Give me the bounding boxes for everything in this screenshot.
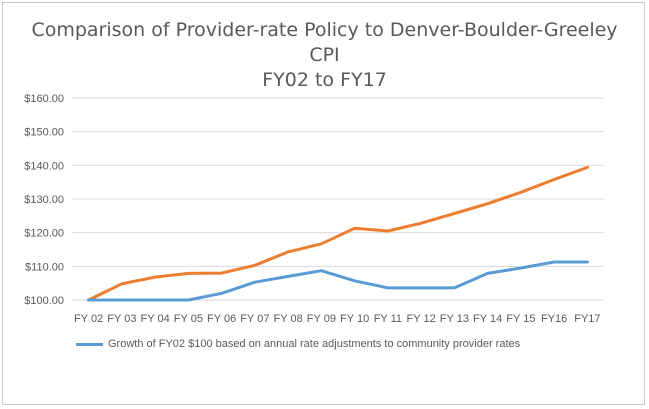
x-tick-label: FY 06 — [207, 313, 236, 325]
chart-title-line-1: Comparison of Provider-rate Policy to De… — [31, 19, 618, 41]
x-tick-label: FY16 — [541, 313, 567, 325]
y-tick-label: $160.00 — [24, 93, 64, 105]
x-axis-tick-labels: FY 02 FY 03 FY 04 FY 05 FY 06 FY 07 FY 08 FY 09… — [74, 313, 600, 325]
x-tick-label: FY 05 — [174, 313, 203, 325]
chart-title: Comparison of Provider-rate Policy to De… — [0, 18, 649, 93]
chart-title-line-2: CPI — [309, 44, 340, 66]
y-tick-label: $140.00 — [24, 160, 64, 172]
x-tick-label: FY 08 — [274, 313, 303, 325]
x-tick-label: FY 10 — [340, 313, 369, 325]
series-lines — [87, 165, 589, 302]
x-tick-label: FY 03 — [107, 313, 136, 325]
legend-label: Growth of FY02 $100 based on annual rate… — [108, 338, 521, 350]
x-tick-label: FY 15 — [506, 313, 535, 325]
x-tick-label: FY 14 — [473, 313, 502, 325]
y-tick-label: $100.00 — [24, 295, 64, 307]
y-tick-label: $120.00 — [24, 228, 64, 240]
y-tick-label: $150.00 — [24, 127, 64, 139]
x-tick-label: FY 04 — [141, 313, 170, 325]
legend-swatch — [76, 343, 103, 346]
x-tick-label: FY 07 — [240, 313, 269, 325]
gridlines — [72, 97, 604, 301]
x-tick-label: FY 11 — [374, 313, 402, 325]
x-tick-label: FY 13 — [440, 313, 469, 325]
chart-title-line-3: FY02 to FY17 — [262, 69, 387, 91]
x-tick-label: FY17 — [574, 313, 600, 325]
series-line-cpi — [87, 165, 589, 302]
x-tick-label: FY 09 — [307, 313, 336, 325]
x-tick-label: FY 02 — [74, 313, 103, 325]
x-tick-label: FY 12 — [407, 313, 436, 325]
y-axis-tick-labels: $100.00 $110.00 $120.00 $130.00 $140.00 $150.… — [24, 93, 64, 307]
y-tick-label: $130.00 — [24, 194, 64, 206]
chart-frame — [2, 2, 645, 405]
series-line-provider-rate — [87, 260, 589, 302]
y-tick-label: $110.00 — [25, 261, 64, 273]
